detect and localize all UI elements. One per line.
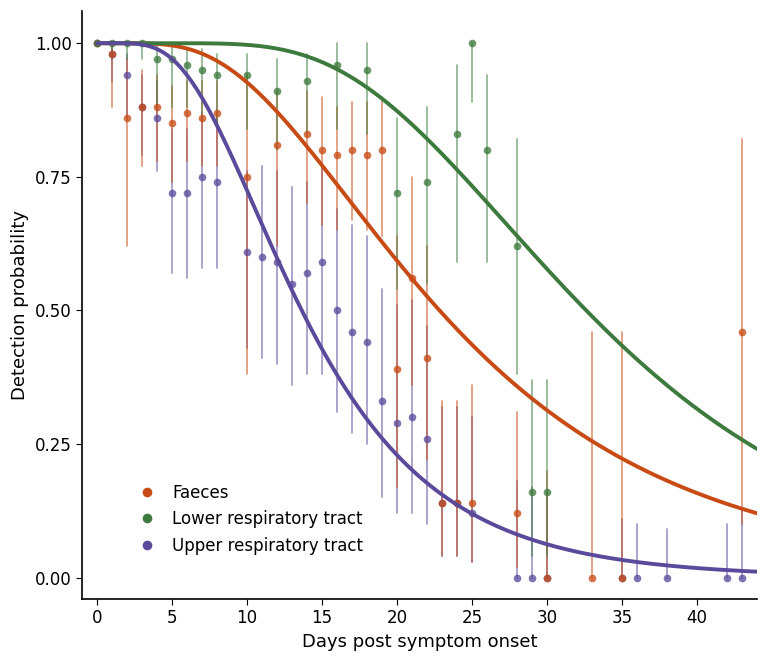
- Legend: Faeces, Lower respiratory tract, Upper respiratory tract: Faeces, Lower respiratory tract, Upper r…: [124, 477, 370, 561]
- Y-axis label: Detection probability: Detection probability: [11, 210, 29, 400]
- X-axis label: Days post symptom onset: Days post symptom onset: [302, 633, 537, 651]
